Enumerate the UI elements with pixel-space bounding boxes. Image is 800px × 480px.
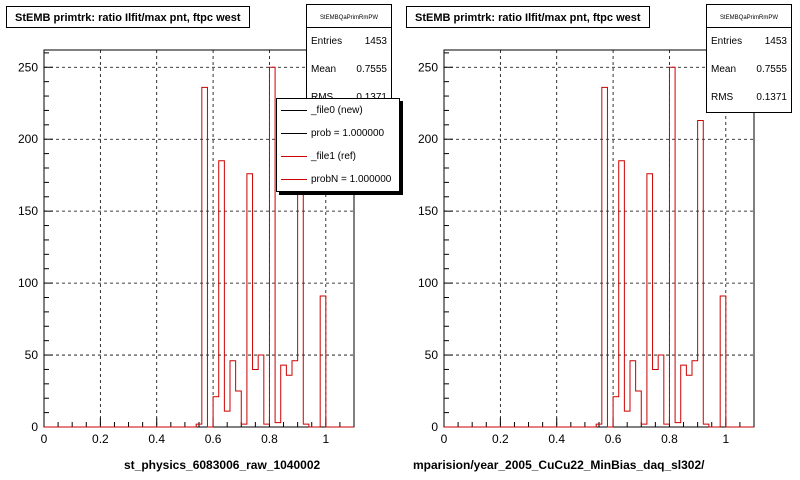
chart-title-left: StEMB primtrk: ratio Ilfit/max pnt, ftpc… [6,6,250,28]
histogram-bin [258,355,264,427]
histogram-bin [202,87,208,427]
y-tick-label: 200 [18,132,38,146]
stats-row-mean-left: Mean 0.7555 [307,56,391,84]
y-tick-label: 50 [425,348,439,362]
stats-value: 0.7555 [756,64,787,75]
legend-entry: _file0 (new) [277,99,399,122]
histogram-bin [630,361,636,427]
histogram-bin [613,397,619,427]
x-tick-label: 0.2 [92,432,109,446]
histogram-right-plot: 0 0.2 0.4 0.6 0.8 1 0 50 100 150 200 250 [418,49,755,446]
histogram-bin [247,174,253,427]
stats-label: Mean [711,64,737,75]
histogram-bin [320,296,326,427]
chart-title-right: StEMB primtrk: ratio Ilfit/max pnt, ftpc… [406,6,650,28]
legend-box: _file0 (new) prob = 1.000000 _file1 (ref… [276,98,400,192]
legend-entry: probN = 1.000000 [277,168,399,191]
histogram-outline-series [444,66,754,428]
stats-value: 1453 [764,36,787,47]
y-tick-label: 150 [418,204,438,218]
stats-value: 0.7555 [356,64,387,75]
histogram-bin [686,375,692,427]
x-tick-label: 0.6 [205,432,222,446]
histogram-bin [275,423,281,427]
histogram-panel-left: 0 0.2 0.4 0.6 0.8 1 0 50 100 150 200 250 StEMB prim… [0,0,400,472]
histogram-bin [619,161,625,427]
x-tick-label: 0 [441,432,448,446]
stats-value: 0.1371 [756,92,787,103]
histogram-bin [281,365,287,427]
histogram-bin [219,161,225,427]
legend-line-new [281,110,307,111]
histogram-bin [636,391,642,427]
stats-row-entries-right: Entries 1453 [707,28,791,56]
stats-row-mean-right: Mean 0.7555 [707,56,791,84]
histogram-bin [698,121,704,427]
histogram-bin [692,361,698,427]
x-tick-label: 1 [322,432,329,446]
histogram-bin [292,361,298,427]
x-tick-label: 0.8 [661,432,678,446]
x-tick-label: 0 [41,432,48,446]
x-axis-label-right: mparision/year_2005_CuCu22_MinBias_daq_s… [413,458,705,472]
y-tick-label: 100 [418,276,438,290]
stats-label: RMS [711,92,734,103]
stats-label: Entries [711,36,743,47]
histogram-bin [286,375,292,427]
stats-value: 1453 [364,36,387,47]
y-tick-label: 250 [18,60,38,74]
x-tick-label: 0.8 [261,432,278,446]
y-tick-label: 100 [18,276,38,290]
histogram-bin [720,296,726,427]
histogram-panel-right: 0 0.2 0.4 0.6 0.8 1 0 50 100 150 200 250 StEMB prim… [400,0,800,460]
histogram-bin [675,423,681,427]
histogram-bin [669,67,675,427]
y-tick-label: 0 [431,420,438,434]
legend-label: _file0 (new) [311,105,363,116]
legend-entry: prob = 1.000000 [277,122,399,145]
y-tick-label: 250 [418,60,438,74]
histogram-bin [647,174,653,427]
legend-entry: _file1 (ref) [277,145,399,168]
stats-name-right: StEMBQaPrimRmPW [707,5,791,28]
stats-label: Mean [311,64,337,75]
x-tick-label: 0.6 [605,432,622,446]
y-tick-label: 200 [418,132,438,146]
stats-row-entries-left: Entries 1453 [307,28,391,56]
stats-label: Entries [311,36,343,47]
histogram-bin [681,365,687,427]
histogram-bin [213,397,219,427]
legend-line-probn [281,179,307,180]
x-tick-label: 0.4 [148,432,165,446]
stats-label: RMS [311,84,333,112]
y-tick-label: 150 [18,204,38,218]
stats-box-left: StEMBQaPrimRmPW Entries 1453 Mean 0.7555… [306,4,392,113]
stats-row-rms-left: RMS 0.1371 [307,84,391,112]
x-tick-label: 1 [722,432,729,446]
stats-value: 0.1371 [356,84,387,112]
histogram-bin [253,369,259,427]
x-tick-label: 0.4 [548,432,565,446]
histogram-bin [653,369,659,427]
legend-label: probN = 1.000000 [311,174,392,185]
histogram-bin [602,87,608,427]
histogram-bin [230,361,236,427]
legend-line-ref [281,156,307,157]
legend-label: prob = 1.000000 [311,128,385,139]
stats-row-rms-right: RMS 0.1371 [707,84,791,112]
x-tick-label: 0.2 [492,432,509,446]
stats-box-right: StEMBQaPrimRmPW Entries 1453 Mean 0.7555… [706,4,792,113]
legend-label: _file1 (ref) [311,151,357,162]
legend-line-prob [281,133,307,134]
x-axis-label-left: st_physics_6083006_raw_1040002 [124,458,321,472]
y-tick-label: 0 [31,420,38,434]
y-tick-label: 50 [25,348,39,362]
histogram-bin [658,355,664,427]
histogram-bin [236,391,242,427]
histogram-bin [269,67,275,427]
stats-name-left: StEMBQaPrimRmPW [307,5,391,28]
